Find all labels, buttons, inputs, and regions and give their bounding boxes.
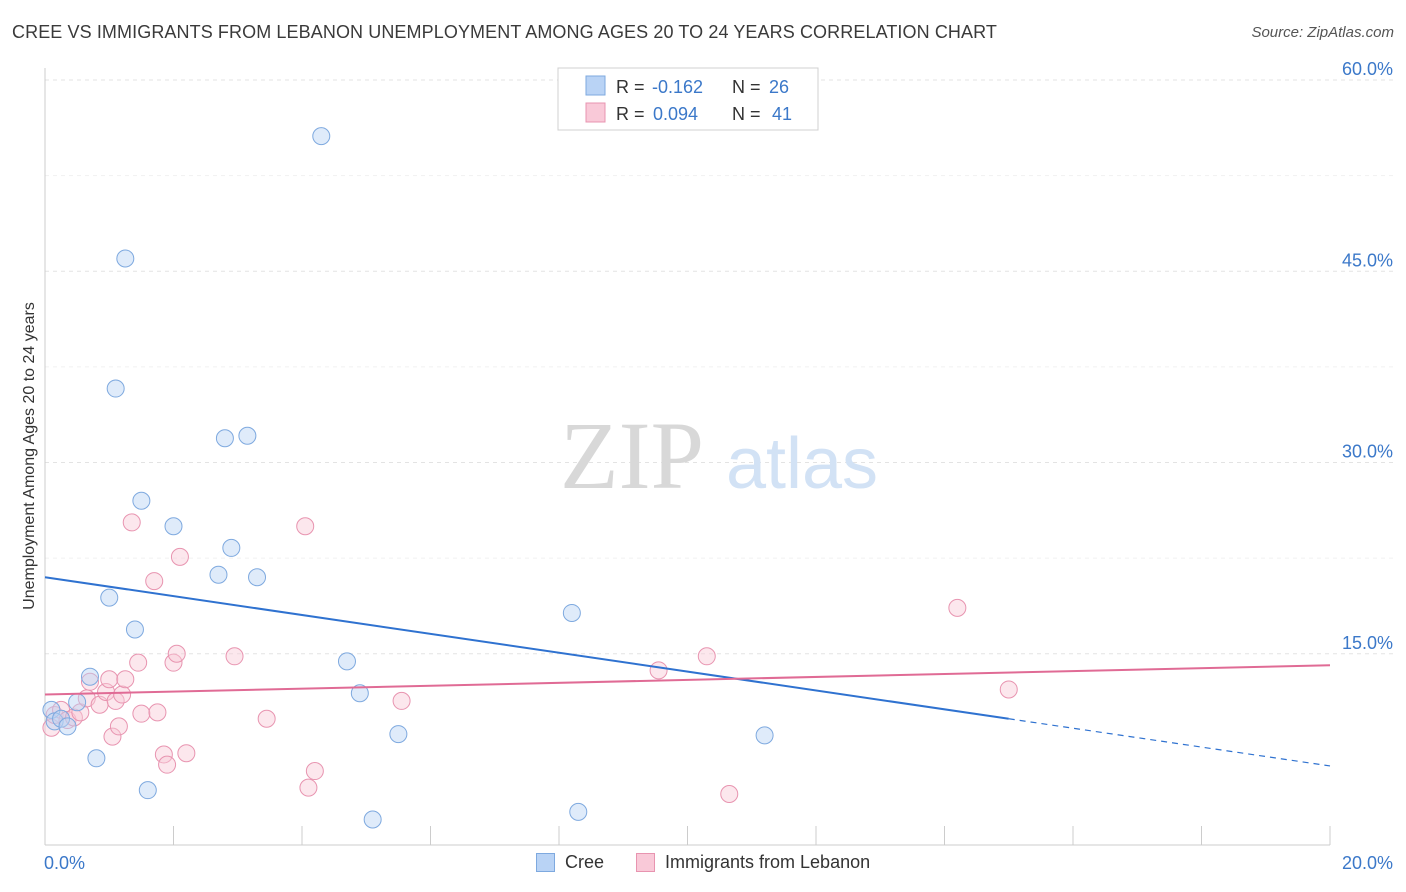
- data-point-cree: [68, 693, 87, 712]
- data-point-cree: [116, 249, 135, 268]
- data-point-cree: [58, 717, 77, 736]
- data-point-lebanon: [948, 598, 967, 617]
- data-point-lebanon: [649, 661, 668, 680]
- data-point-cree: [164, 517, 183, 536]
- chart-title: CREE VS IMMIGRANTS FROM LEBANON UNEMPLOY…: [12, 22, 998, 42]
- bottom-legend-swatch-lebanon: [636, 853, 656, 872]
- source-label: Source: ZipAtlas.com: [1251, 24, 1394, 41]
- legend-lebanon-r-value: 0.094: [653, 104, 698, 124]
- data-point-lebanon: [129, 653, 148, 672]
- data-point-cree: [125, 620, 144, 639]
- data-point-lebanon: [167, 644, 186, 663]
- y-tick-label: 45.0%: [1342, 250, 1393, 270]
- x-tick-label: 20.0%: [1342, 853, 1393, 873]
- data-point-lebanon: [148, 703, 167, 722]
- data-point-lebanon: [154, 745, 173, 764]
- data-point-cree: [562, 603, 581, 622]
- x-tick-label: 0.0%: [44, 853, 85, 873]
- legend-lebanon-n-value: 41: [772, 104, 792, 124]
- data-point-cree: [238, 426, 257, 445]
- data-point-cree: [312, 127, 331, 146]
- data-point-lebanon: [158, 755, 177, 774]
- y-tick-label: 60.0%: [1342, 59, 1393, 79]
- legend-swatch-cree: [585, 75, 606, 96]
- legend-swatch-lebanon: [585, 102, 606, 123]
- data-point-cree: [363, 810, 382, 829]
- data-point-lebanon: [100, 670, 119, 689]
- legend-cree-r-label: R =: [616, 77, 645, 97]
- bottom-legend-swatch-cree: [536, 853, 555, 872]
- bottom-legend-label-lebanon: Immigrants from Lebanon: [665, 852, 871, 872]
- data-point-lebanon: [103, 727, 122, 746]
- bottom-legend-label-cree: Cree: [565, 852, 605, 872]
- legend-lebanon-r-label: R =: [616, 104, 645, 124]
- trend-line-cree-extrapolated: [1008, 718, 1331, 767]
- data-point-lebanon: [257, 709, 276, 728]
- y-tick-label: 15.0%: [1342, 633, 1393, 653]
- trend-lines: [44, 576, 1331, 767]
- bottom-legend: Cree Immigrants from Lebanon: [536, 852, 902, 873]
- data-point-lebanon: [109, 717, 128, 736]
- data-point-lebanon: [225, 647, 244, 666]
- data-point-lebanon: [305, 762, 324, 781]
- data-point-lebanon: [122, 513, 141, 532]
- data-point-lebanon: [720, 785, 739, 803]
- bottom-legend-lebanon: Immigrants from Lebanon: [636, 852, 870, 873]
- data-point-cree: [755, 726, 774, 745]
- data-point-lebanon: [999, 680, 1018, 699]
- data-point-lebanon: [177, 744, 196, 763]
- data-point-cree: [569, 802, 588, 821]
- data-point-lebanon: [170, 547, 189, 566]
- data-point-cree: [248, 568, 267, 587]
- data-point-lebanon: [132, 704, 151, 723]
- top-legend: R = -0.162 N = 26 R = 0.094 N = 41: [557, 67, 819, 131]
- data-point-cree: [132, 491, 151, 510]
- data-point-cree: [138, 781, 157, 800]
- data-point-lebanon: [145, 572, 164, 591]
- y-tick-label: 30.0%: [1342, 442, 1393, 462]
- data-point-cree: [222, 538, 241, 557]
- grid-lines: [45, 79, 1393, 655]
- data-point-lebanon: [80, 672, 99, 691]
- data-point-lebanon: [392, 691, 411, 710]
- trend-line-lebanon: [44, 664, 1331, 696]
- data-point-cree: [106, 379, 125, 398]
- series-cree-points: [42, 127, 774, 829]
- data-point-cree: [52, 709, 71, 728]
- data-point-lebanon: [299, 778, 318, 797]
- data-point-cree: [209, 565, 228, 584]
- trend-line-cree: [44, 576, 1009, 720]
- legend-cree-n-value: 26: [769, 77, 789, 97]
- data-point-lebanon: [296, 517, 315, 536]
- data-point-lebanon: [697, 647, 716, 666]
- data-point-cree: [389, 725, 408, 744]
- legend-cree-r-value: -0.162: [652, 77, 703, 97]
- watermark-zip: ZIP: [560, 402, 704, 509]
- data-point-cree: [337, 652, 356, 671]
- data-point-cree: [80, 667, 99, 686]
- data-point-cree: [87, 749, 106, 768]
- series-lebanon-points: [42, 513, 1018, 803]
- y-axis-label: Unemployment Among Ages 20 to 24 years: [21, 302, 38, 610]
- legend-cree-n-label: N =: [732, 77, 761, 97]
- data-point-cree: [215, 429, 234, 448]
- tick-labels: 15.0% 30.0% 45.0% 60.0% 0.0% 20.0%: [44, 59, 1393, 873]
- data-point-cree: [100, 588, 119, 607]
- data-point-lebanon: [116, 670, 135, 689]
- bottom-legend-cree: Cree: [536, 852, 604, 873]
- data-point-lebanon: [113, 685, 132, 704]
- watermark-atlas: atlas: [726, 424, 878, 504]
- data-point-cree: [350, 684, 369, 703]
- watermark: ZIP atlas: [560, 402, 878, 509]
- legend-lebanon-n-label: N =: [732, 104, 761, 124]
